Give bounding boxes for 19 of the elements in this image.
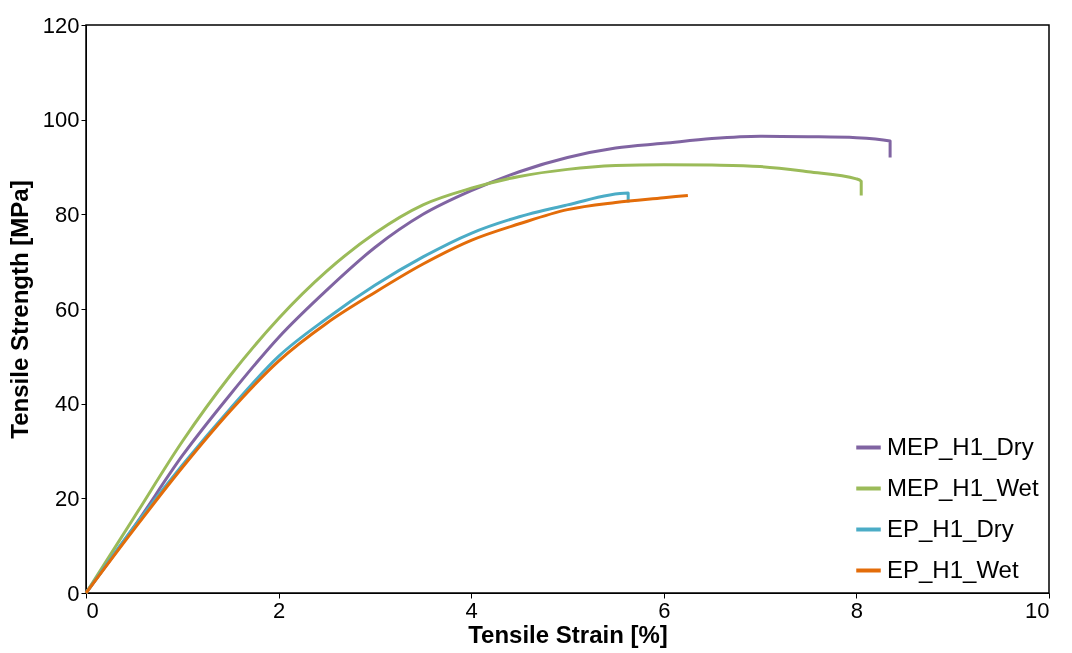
y-tick-label: 60 (55, 296, 80, 322)
x-axis-title: Tensile Strain [%] (468, 620, 668, 648)
x-tick-label: 2 (272, 597, 286, 623)
y-tick-label: 0 (67, 580, 80, 606)
legend-label: EP_H1_Wet (887, 555, 1019, 583)
x-tick-label: 6 (658, 597, 671, 623)
y-axis-title: Tensile Strength [MPa] (5, 180, 33, 439)
legend-label: MEP_H1_Dry (887, 432, 1034, 460)
y-tick-label: 100 (42, 107, 80, 133)
legend-label: MEP_H1_Wet (887, 473, 1039, 501)
x-tick-label: 4 (465, 597, 478, 623)
x-tick-label: 0 (86, 597, 99, 623)
y-tick-label: 40 (55, 391, 80, 417)
legend-label: EP_H1_Dry (887, 514, 1014, 542)
y-tick-label: 80 (55, 201, 80, 227)
y-tick-label: 120 (42, 12, 80, 38)
y-tick-label: 20 (55, 485, 80, 511)
x-tick-label: 8 (850, 597, 864, 623)
x-tick-label: 10 (1025, 597, 1050, 623)
